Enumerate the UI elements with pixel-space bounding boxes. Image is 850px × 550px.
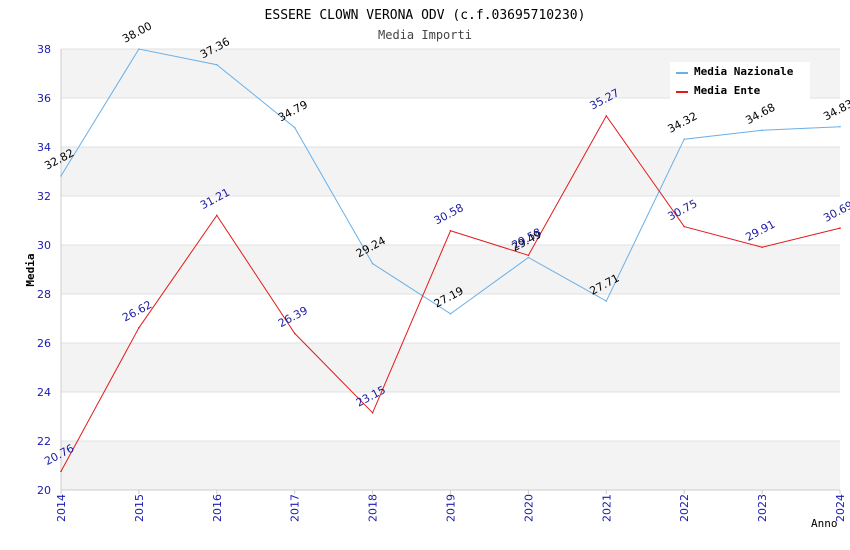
y-axis-label: Media (24, 253, 37, 286)
chart-title: ESSERE CLOWN VERONA ODV (c.f.03695710230… (265, 8, 586, 23)
grid-band (61, 147, 840, 196)
grid-band (61, 245, 840, 294)
y-tick-label: 28 (37, 288, 51, 301)
data-point (138, 327, 140, 329)
chart-subtitle: Media Importi (378, 28, 472, 42)
data-label: 30.75 (666, 197, 700, 223)
x-tick-label: 2022 (678, 494, 691, 522)
data-point (605, 115, 608, 117)
x-tick-label: 2020 (522, 494, 535, 522)
x-tick-label: 2016 (211, 494, 224, 522)
y-tick-label: 20 (37, 484, 51, 497)
data-point (683, 225, 685, 228)
data-label: 30.69 (821, 198, 850, 224)
data-point (761, 129, 763, 132)
grid-bands (61, 49, 840, 490)
y-tick-label: 22 (37, 435, 51, 448)
x-tick-label: 2024 (834, 494, 847, 522)
x-axis-label: Anno (811, 517, 838, 530)
data-point (371, 262, 374, 265)
x-tick-label: 2019 (445, 494, 458, 522)
x-tick-label: 2015 (133, 494, 146, 522)
data-point (839, 125, 841, 128)
data-label: 34.68 (743, 101, 777, 127)
y-tick-labels: 20 22 24 26 28 30 32 34 36 38 (37, 43, 51, 497)
data-point (293, 332, 296, 335)
data-label: 30.58 (432, 201, 466, 227)
x-tick-label: 2018 (367, 494, 380, 522)
y-tick-label: 32 (37, 190, 51, 203)
data-point (371, 412, 374, 414)
legend-label-ente: Media Ente (694, 84, 761, 97)
series-lines (60, 48, 841, 473)
y-tick-label: 24 (37, 386, 51, 399)
data-label: 34.79 (276, 98, 310, 124)
x-tick-label: 2017 (289, 494, 302, 522)
data-point (138, 48, 140, 50)
data-label: 38.00 (120, 19, 154, 45)
data-point (449, 229, 452, 232)
data-point (216, 214, 218, 217)
grid-band (61, 441, 840, 490)
data-point (60, 175, 62, 177)
data-point (527, 256, 530, 259)
data-point (839, 227, 841, 229)
y-tick-label: 30 (37, 239, 51, 252)
data-point (60, 470, 62, 473)
legend-background (670, 62, 810, 100)
data-point (683, 138, 685, 140)
data-point (605, 300, 608, 302)
data-label: 29.91 (743, 218, 777, 244)
x-tick-label: 2014 (55, 494, 68, 522)
x-tick-label: 2021 (600, 494, 613, 522)
grid-lines (61, 48, 840, 491)
data-point (449, 313, 452, 315)
legend: Media Nazionale Media Ente (670, 62, 810, 100)
data-label: 34.83 (821, 97, 850, 123)
data-label: 34.32 (666, 110, 700, 136)
legend-label-nazionale: Media Nazionale (694, 65, 794, 78)
y-tick-label: 34 (37, 141, 51, 154)
y-tick-label: 26 (37, 337, 51, 350)
data-label: 26.62 (120, 298, 154, 324)
y-tick-label: 38 (37, 43, 51, 56)
data-point (761, 246, 763, 249)
x-tick-label: 2023 (756, 494, 769, 522)
data-point (293, 126, 296, 129)
x-tick-labels: 2014 2015 2016 2017 2018 2019 2020 2021 2022 2023… (55, 490, 847, 522)
y-tick-label: 36 (37, 92, 51, 105)
grid-band (61, 343, 840, 392)
data-point (527, 254, 530, 257)
data-point (216, 63, 218, 66)
data-label: 26.39 (276, 304, 310, 330)
